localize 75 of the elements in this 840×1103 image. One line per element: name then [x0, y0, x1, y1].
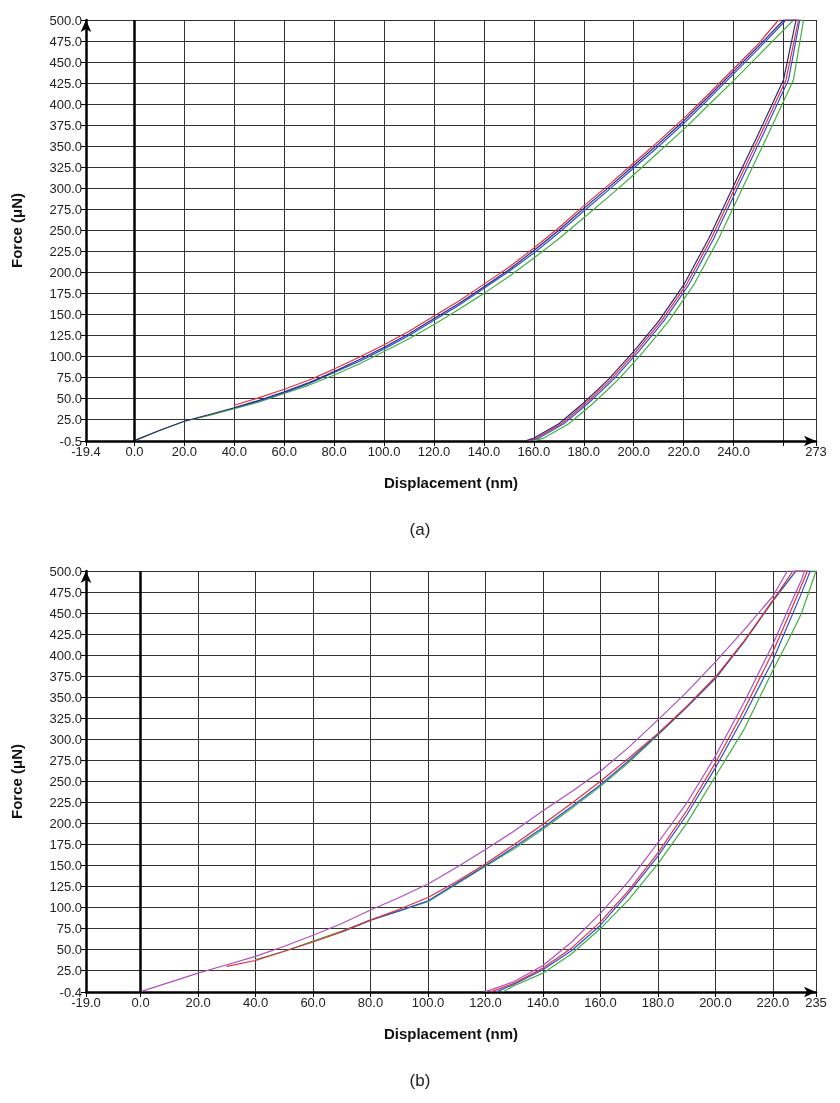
- y-tick-label: 475.0: [49, 33, 82, 49]
- x-tick-label: 80.0: [357, 995, 384, 1010]
- y-tick-label: 275.0: [49, 201, 82, 217]
- y-tick-label: 250.0: [49, 773, 82, 789]
- y-tick-label: 275.0: [49, 752, 82, 768]
- y-tick-label: 150.0: [49, 306, 82, 322]
- y-tick-label: 175.0: [49, 285, 82, 301]
- y-axis-title: Force (μN): [8, 192, 25, 269]
- y-tick-label: 500.0: [49, 563, 82, 579]
- y-tick-label: 225.0: [49, 794, 82, 810]
- x-tick-label: -19.4: [71, 444, 101, 459]
- y-tick-label: 100.0: [49, 900, 82, 916]
- x-axis-title: Displacement (nm): [383, 1025, 519, 1042]
- y-tick-label: 250.0: [49, 222, 82, 238]
- x-tick-label: 60.0: [300, 995, 326, 1010]
- x-tick-label: 80.0: [321, 444, 347, 459]
- x-axis-title: Displacement (nm): [383, 474, 519, 491]
- x-tick-label: 273: [805, 444, 827, 459]
- y-tick-label: 350.0: [49, 138, 82, 154]
- x-tick-label: 0.0: [131, 995, 150, 1010]
- y-tick-label: 325.0: [49, 710, 82, 726]
- y-tick-label: 300.0: [49, 180, 82, 196]
- x-tick-label: 40.0: [242, 995, 269, 1010]
- x-tick-label: 160.0: [517, 444, 551, 459]
- y-tick-label: 350.0: [49, 689, 82, 705]
- y-tick-label: 425.0: [49, 626, 82, 642]
- x-tick-label: 200.0: [699, 995, 732, 1010]
- y-tick-label: 375.0: [49, 668, 82, 684]
- y-tick-label: 475.0: [49, 584, 82, 600]
- y-tick-label: 125.0: [49, 879, 82, 894]
- y-tick-label: 25.0: [56, 412, 82, 428]
- x-tick-label: 140.0: [526, 995, 560, 1010]
- y-tick-label: 75.0: [56, 921, 82, 937]
- y-axis-title: Force (μN): [8, 743, 25, 820]
- x-tick-label: -19.0: [71, 995, 101, 1010]
- y-tick-label: 50.0: [56, 391, 82, 407]
- y-tick-label: 150.0: [49, 857, 82, 873]
- y-tick-label: 125.0: [49, 327, 82, 343]
- y-tick-label: 200.0: [49, 264, 82, 280]
- x-tick-label: 0.0: [125, 444, 144, 459]
- x-tick-label: 20.0: [171, 444, 198, 459]
- y-tick-label: 400.0: [49, 96, 82, 112]
- y-tick-label: 200.0: [49, 815, 82, 831]
- text: (a): [409, 520, 431, 539]
- x-tick-label: 120.0: [469, 995, 502, 1010]
- y-tick-label: 450.0: [49, 54, 82, 70]
- y-tick-label: 175.0: [49, 836, 82, 852]
- x-tick-label: 240.0: [717, 444, 750, 459]
- y-tick-label: 425.0: [49, 75, 82, 91]
- y-tick-label: 75.0: [56, 369, 82, 385]
- text: (b): [409, 1071, 431, 1090]
- x-tick-label: 120.0: [417, 444, 451, 459]
- x-tick-label: 160.0: [584, 995, 617, 1010]
- y-tick-label: 25.0: [56, 963, 82, 979]
- y-tick-label: 300.0: [49, 731, 82, 747]
- y-tick-label: 450.0: [49, 605, 82, 621]
- y-tick-label: 325.0: [49, 159, 82, 175]
- x-tick-label: 180.0: [567, 444, 601, 459]
- x-tick-label: 100.0: [411, 995, 445, 1010]
- x-tick-label: 220.0: [667, 444, 700, 459]
- x-tick-label: 140.0: [467, 444, 501, 459]
- x-tick-label: 40.0: [221, 444, 247, 459]
- y-tick-label: 225.0: [49, 243, 82, 259]
- y-tick-label: 500.0: [49, 12, 82, 28]
- x-tick-label: 220.0: [756, 995, 790, 1010]
- x-tick-label: 235: [805, 995, 827, 1010]
- x-tick-label: 180.0: [641, 995, 675, 1010]
- y-tick-label: 100.0: [49, 348, 82, 364]
- x-tick-label: 100.0: [367, 444, 401, 459]
- x-tick-label: 200.0: [617, 444, 651, 459]
- x-tick-label: 60.0: [271, 444, 297, 459]
- y-tick-label: 50.0: [56, 942, 82, 958]
- x-tick-label: 20.0: [185, 995, 211, 1010]
- y-tick-label: 400.0: [49, 647, 82, 663]
- y-tick-label: 375.0: [49, 117, 82, 133]
